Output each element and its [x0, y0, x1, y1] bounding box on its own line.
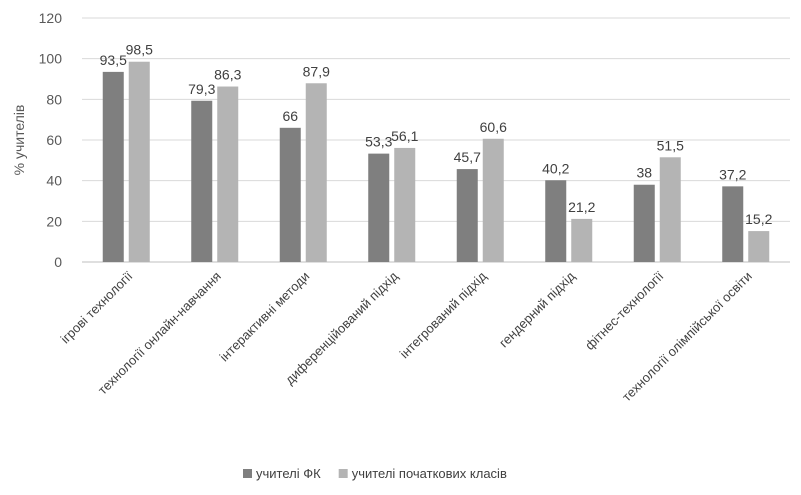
legend-swatch [243, 469, 252, 478]
legend-label: учителі ФК [256, 466, 321, 481]
data-label: 79,3 [188, 81, 215, 97]
bar [545, 180, 567, 262]
bar [456, 169, 478, 262]
bar [128, 61, 150, 262]
bar [368, 153, 390, 262]
y-tick-labels: 0 20 40 60 80 100 120 [39, 10, 63, 270]
data-label: 45,7 [454, 149, 481, 165]
bar [217, 86, 239, 262]
bar [102, 71, 124, 262]
data-label: 60,6 [480, 119, 507, 135]
y-axis-label: % учителів [11, 105, 27, 176]
data-label: 38 [636, 165, 652, 181]
bar [748, 231, 770, 262]
y-tick-label: 0 [54, 254, 62, 270]
y-tick-label: 120 [39, 10, 63, 26]
data-label: 87,9 [303, 63, 330, 79]
y-tick-label: 100 [39, 51, 63, 67]
data-label: 40,2 [542, 160, 569, 176]
bar [482, 138, 504, 262]
bar [722, 186, 744, 262]
bar [279, 127, 301, 262]
data-label: 37,2 [719, 166, 746, 182]
bar [394, 147, 416, 262]
data-label: 51,5 [657, 137, 684, 153]
legend-swatch [338, 469, 348, 478]
y-tick-label: 40 [46, 173, 62, 189]
y-tick-label: 80 [46, 91, 62, 107]
bar [191, 100, 213, 262]
y-tick-label: 60 [46, 132, 62, 148]
legend: учителі ФК учителі початкових класів [243, 466, 507, 481]
legend-label: учителі початкових класів [352, 466, 507, 481]
data-label: 66 [282, 108, 298, 124]
data-label: 56,1 [391, 128, 418, 144]
category-label: інтегрований підхід [397, 268, 490, 361]
category-label: ігрові технології [58, 268, 136, 346]
category-label: інтерактивні методи [217, 269, 313, 365]
bars [102, 61, 770, 263]
data-label: 98,5 [126, 42, 153, 58]
data-label: 21,2 [568, 199, 595, 215]
data-label: 86,3 [214, 67, 241, 83]
bar [571, 218, 593, 262]
data-label: 15,2 [745, 211, 772, 227]
y-tick-label: 20 [46, 213, 62, 229]
bar [659, 157, 681, 262]
data-label: 53,3 [365, 134, 392, 150]
bar [633, 184, 655, 262]
data-label: 93,5 [100, 52, 127, 68]
category-label: фітнес-технології [582, 268, 667, 353]
bar [305, 83, 327, 263]
data-labels: 93,598,5 79,386,3 66 87,9 53,356,1 45,7 60,6 40… [100, 42, 773, 227]
category-label: гендерний підхід [496, 268, 578, 350]
